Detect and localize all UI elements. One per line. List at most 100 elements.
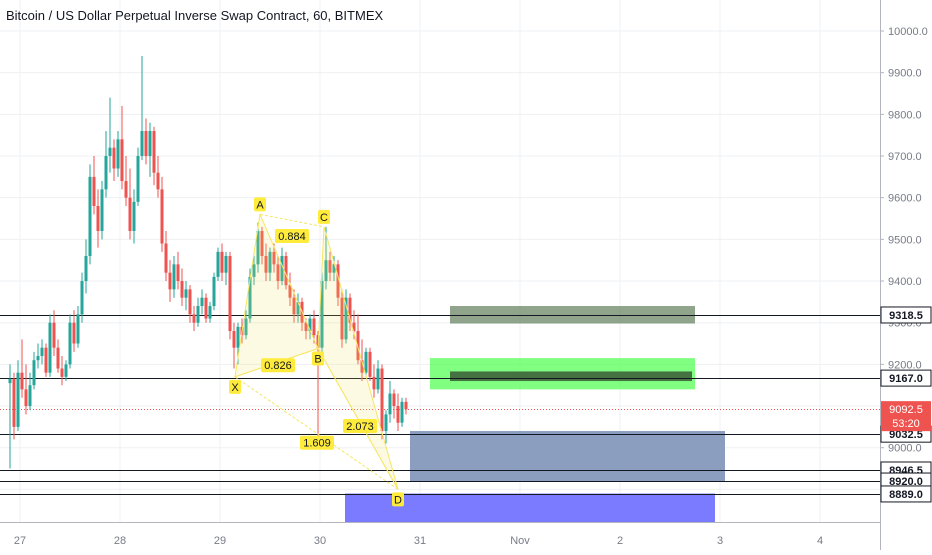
candle-body xyxy=(152,131,156,173)
x-tick-label: 30 xyxy=(314,535,326,547)
candle-body xyxy=(360,360,364,373)
candle-body xyxy=(192,314,196,323)
candle-body xyxy=(44,347,48,373)
point-label-bg xyxy=(392,492,404,507)
pattern-ratio-line xyxy=(234,376,399,490)
candle-body xyxy=(396,406,400,423)
level-tag: 9032.5 xyxy=(889,429,923,441)
y-tick-label: 9600.0 xyxy=(888,193,922,205)
candle-body xyxy=(220,251,224,273)
zones xyxy=(345,306,725,522)
candle-body xyxy=(328,260,332,273)
candle-body xyxy=(164,243,168,273)
candle-body xyxy=(48,322,52,373)
zone-inner-dark xyxy=(450,371,692,382)
candle-body xyxy=(88,176,92,257)
current-price-label: 9092.5 xyxy=(889,404,923,416)
candle-body xyxy=(324,260,328,282)
x-tick-label: 31 xyxy=(414,535,426,547)
candle-body xyxy=(56,347,60,369)
candle-body xyxy=(252,264,256,277)
candle-body xyxy=(244,318,248,336)
candle-body xyxy=(140,131,144,157)
candle-body xyxy=(404,401,408,410)
candle-body xyxy=(196,306,200,323)
chart-title: Bitcoin / US Dollar Perpetual Inverse Sw… xyxy=(6,8,384,23)
x-tick-label: 4 xyxy=(817,535,823,547)
candle-body xyxy=(372,376,376,390)
candle-body xyxy=(368,351,372,377)
candle-body xyxy=(228,256,232,332)
candle-body xyxy=(116,139,120,169)
candle-body xyxy=(120,139,124,182)
horizontal-levels xyxy=(0,315,880,495)
candle-body xyxy=(84,256,88,282)
candle-body xyxy=(320,281,324,348)
candle-body xyxy=(52,322,56,348)
x-tick-label: Nov xyxy=(510,535,530,547)
level-tag: 8889.0 xyxy=(889,489,923,501)
pattern-ratio-line xyxy=(317,348,399,490)
x-tick-label: 27 xyxy=(14,535,26,547)
zone-upper-dark xyxy=(450,306,695,324)
candle-body xyxy=(284,256,288,286)
candle-body xyxy=(336,264,340,298)
candle-body xyxy=(168,272,172,290)
candle-body xyxy=(132,201,136,232)
candle-body xyxy=(364,351,368,373)
candle-body xyxy=(288,285,292,298)
candle-body xyxy=(160,189,164,244)
price-tags: 9318.59167.09032.58946.58920.08889.09092… xyxy=(880,306,932,503)
y-tick-label: 9200.0 xyxy=(888,359,922,371)
current-price-tag-bg xyxy=(881,401,931,432)
candle-body xyxy=(248,276,252,319)
pattern-bcd xyxy=(317,226,399,490)
ratio-label: 1.609 xyxy=(303,438,331,450)
candle-body xyxy=(172,264,176,290)
candle-body xyxy=(176,264,180,282)
candle-body xyxy=(352,322,356,332)
candle-body xyxy=(40,347,44,357)
candle-body xyxy=(332,264,336,273)
candle-body xyxy=(68,322,72,365)
level-tag: 9318.5 xyxy=(889,310,923,322)
ratio-label: 2.073 xyxy=(346,421,374,433)
y-tick-label: 9400.0 xyxy=(888,276,922,288)
candle-body xyxy=(200,297,204,307)
point-label-b: B xyxy=(314,354,321,366)
candle-body xyxy=(112,147,116,169)
candle-body xyxy=(388,393,392,415)
candle-body xyxy=(124,181,128,198)
time-axis-bg xyxy=(0,522,880,550)
candle-body xyxy=(80,281,84,315)
y-tick-label: 9700.0 xyxy=(888,151,922,163)
candle-body xyxy=(148,131,152,157)
candle-body xyxy=(100,189,104,232)
pattern-ratio-line xyxy=(259,213,325,228)
candle-body xyxy=(32,360,36,386)
candle-body xyxy=(204,297,208,319)
candle-body xyxy=(384,414,388,432)
ratio-label: 0.884 xyxy=(278,231,306,243)
zone-blue xyxy=(345,493,715,522)
candle-body xyxy=(212,276,216,307)
level-tag: 8920.0 xyxy=(889,476,923,488)
candle-body xyxy=(60,368,64,377)
time-axis: 27 28 29 30 31 Nov 2 3 4 xyxy=(0,522,880,550)
candle-body xyxy=(12,378,16,427)
candle-body xyxy=(136,156,140,202)
candle-body xyxy=(92,176,96,207)
ratio-label-bg xyxy=(275,229,309,244)
candle-body xyxy=(272,251,276,265)
candle-body xyxy=(376,368,380,390)
x-tick-label: 28 xyxy=(114,535,126,547)
ratio-label-bg xyxy=(343,419,377,434)
candle-body xyxy=(344,297,348,340)
level-tag-bg xyxy=(880,369,932,387)
ratio-label-bg xyxy=(300,435,334,450)
candle-body xyxy=(392,393,396,407)
price-axis-bg xyxy=(880,0,932,550)
point-label-bg xyxy=(254,197,266,212)
